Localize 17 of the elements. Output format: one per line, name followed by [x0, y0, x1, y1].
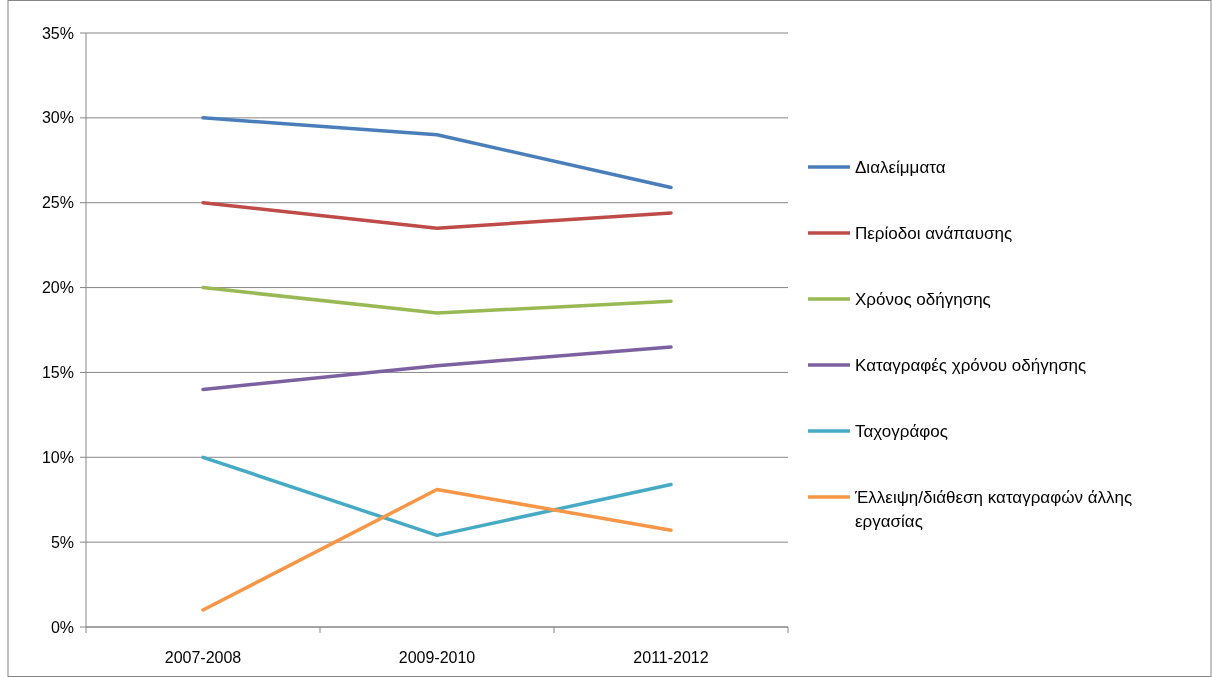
legend-label: Περίοδοι ανάπαυσης [855, 223, 1013, 243]
x-tick-label: 2009-2010 [398, 649, 476, 666]
y-tick-label: 35% [41, 24, 74, 42]
y-tick-label: 30% [41, 109, 74, 127]
y-tick-label: 20% [41, 279, 74, 297]
y-tick-label: 5% [50, 533, 74, 551]
legend-label: Καταγραφές χρόνου οδήγησης [855, 355, 1087, 375]
x-tick-label: 2011-2012 [633, 649, 709, 666]
legend-label: Ταχογράφος [855, 421, 948, 441]
y-tick-label: 25% [41, 194, 74, 212]
y-tick-label: 0% [50, 618, 74, 636]
y-tick-label: 10% [41, 448, 74, 466]
x-tick-label: 2007-2008 [164, 649, 242, 666]
y-tick-label: 15% [41, 364, 74, 382]
legend-label: Έλλειψη/διάθεση καταγραφών άλλης εργασίας [854, 487, 1133, 531]
legend-label: Χρόνος οδήγησης [855, 289, 991, 309]
legend-label: Διαλείμματα [855, 157, 946, 177]
